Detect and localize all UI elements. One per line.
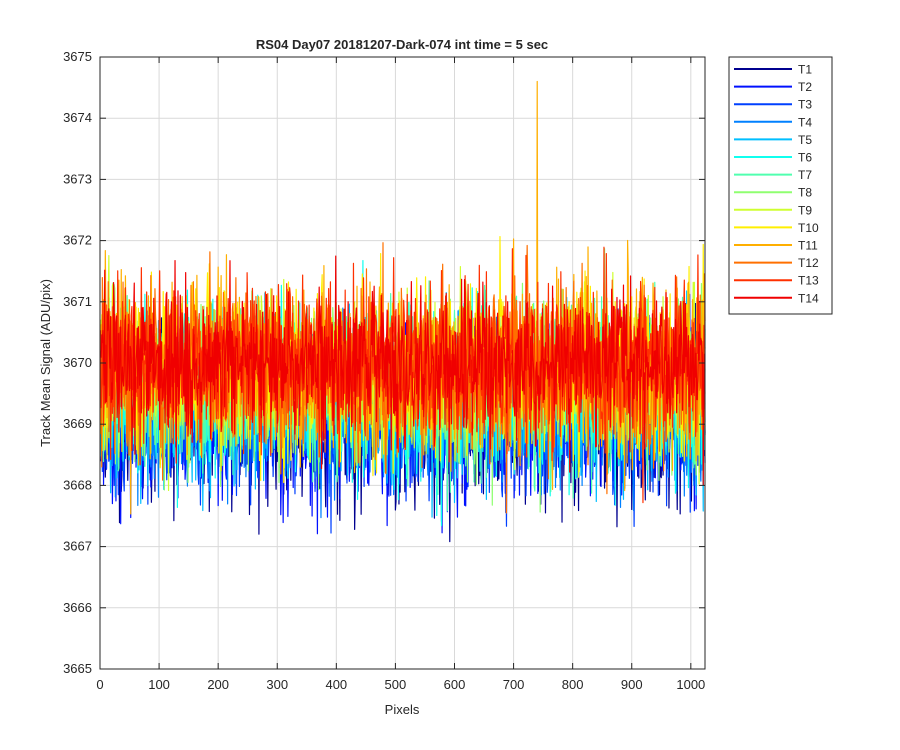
legend-label-t12: T12	[798, 256, 819, 270]
legend-box	[728, 56, 833, 315]
legend-label-t11: T11	[798, 239, 818, 253]
x-tick-label: 800	[562, 677, 584, 692]
y-tick-label: 3674	[63, 110, 92, 125]
legend-label-t8: T8	[798, 186, 812, 200]
y-tick-label: 3665	[63, 661, 92, 676]
x-tick-label: 1000	[676, 677, 705, 692]
legend-label-t7: T7	[798, 168, 812, 182]
legend-label-t10: T10	[798, 221, 819, 235]
y-tick-label: 3673	[63, 171, 92, 186]
legend-label-t5: T5	[798, 133, 812, 147]
x-tick-label: 400	[325, 677, 347, 692]
x-tick-label: 200	[207, 677, 229, 692]
legend-items: T1 T2 T3 T4 T5 T6 T7 T8 T9 T10 T11 T12 T13 T14	[734, 63, 819, 305]
y-tick-label: 3670	[63, 355, 92, 370]
legend-label-t3: T3	[798, 98, 812, 112]
x-tick-label: 700	[503, 677, 525, 692]
legend-label-t14: T14	[798, 291, 819, 305]
x-tick-label: 600	[444, 677, 466, 692]
y-tick-label: 3669	[63, 416, 92, 431]
chart-title: RS04 Day07 20181207-Dark-074 int time = …	[256, 37, 548, 52]
y-tick-label: 3672	[63, 233, 92, 248]
x-tick-label: 100	[148, 677, 170, 692]
x-tick-label: 0	[96, 677, 103, 692]
y-axis-label: Track Mean Signal (ADU/pix)	[38, 279, 53, 447]
series-layer	[99, 80, 706, 543]
y-tick-label: 3666	[63, 600, 92, 615]
legend-label-t2: T2	[798, 80, 812, 94]
legend-label-t1: T1	[798, 63, 812, 77]
x-axis-label: Pixels	[385, 702, 420, 717]
y-tick-label: 3675	[63, 49, 92, 64]
legend-label-t6: T6	[798, 151, 812, 165]
legend: T1 T2 T3 T4 T5 T6 T7 T8 T9 T10 T11 T12 T13 T14	[728, 56, 833, 315]
series-line-t14	[99, 255, 706, 486]
x-tick-label: 500	[385, 677, 407, 692]
y-tick-label: 3667	[63, 539, 92, 554]
x-tick-label: 900	[621, 677, 643, 692]
tick-layer: 0 100 200 300 400 500 600 700 800 900 1000 3665 3666…	[63, 49, 705, 692]
y-tick-label: 3671	[63, 294, 92, 309]
x-tick-label: 300	[266, 677, 288, 692]
y-tick-label: 3668	[63, 477, 92, 492]
plot-area: 0 100 200 300 400 500 600 700 800 900 1000 3665 3666…	[63, 49, 706, 692]
legend-label-t13: T13	[798, 274, 819, 288]
legend-label-t9: T9	[798, 203, 812, 217]
legend-label-t4: T4	[798, 115, 812, 129]
